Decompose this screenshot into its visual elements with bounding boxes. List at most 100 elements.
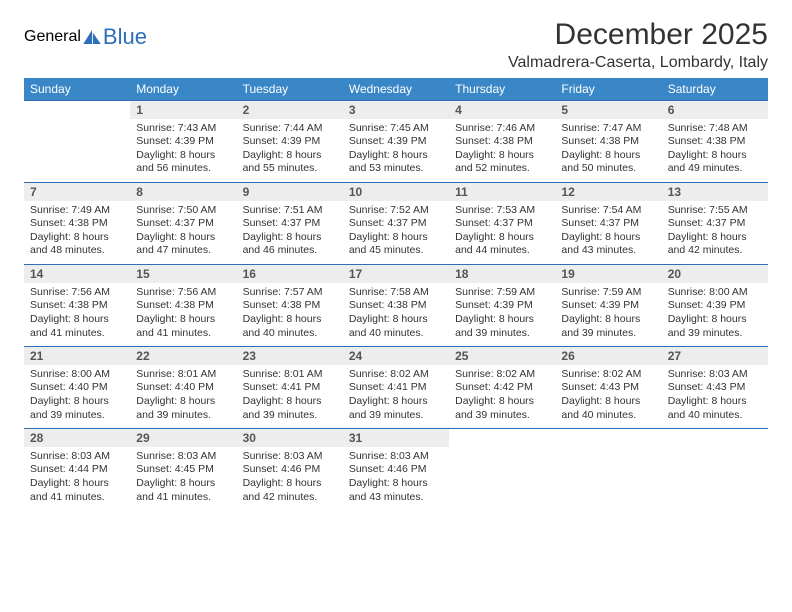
day-number-cell: 20 — [662, 265, 768, 283]
day-data-cell — [24, 119, 130, 183]
weekday-header: Wednesday — [343, 78, 449, 101]
day-data-cell: Sunrise: 7:59 AMSunset: 4:39 PMDaylight:… — [449, 283, 555, 347]
sunrise-line: Sunrise: 7:56 AM — [30, 286, 124, 300]
day-number-cell: 14 — [24, 265, 130, 283]
day-number-cell — [662, 429, 768, 447]
day-number-cell: 15 — [130, 265, 236, 283]
day-data-cell: Sunrise: 8:03 AMSunset: 4:46 PMDaylight:… — [237, 447, 343, 511]
data-row: Sunrise: 8:00 AMSunset: 4:40 PMDaylight:… — [24, 365, 768, 429]
day-data-cell: Sunrise: 8:02 AMSunset: 4:41 PMDaylight:… — [343, 365, 449, 429]
day-data-cell — [449, 447, 555, 511]
logo: General Blue — [24, 18, 147, 50]
sunset-line: Sunset: 4:39 PM — [668, 299, 762, 313]
day-number-cell — [555, 429, 661, 447]
day-number-cell: 5 — [555, 101, 661, 119]
sunset-line: Sunset: 4:45 PM — [136, 463, 230, 477]
sunset-line: Sunset: 4:38 PM — [136, 299, 230, 313]
daylight-line: Daylight: 8 hours and 41 minutes. — [30, 477, 124, 504]
daylight-line: Daylight: 8 hours and 40 minutes. — [561, 395, 655, 422]
sunset-line: Sunset: 4:37 PM — [561, 217, 655, 231]
weekday-header-row: Sunday Monday Tuesday Wednesday Thursday… — [24, 78, 768, 101]
daylight-line: Daylight: 8 hours and 47 minutes. — [136, 231, 230, 258]
sunrise-line: Sunrise: 8:02 AM — [561, 368, 655, 382]
day-data-cell: Sunrise: 7:52 AMSunset: 4:37 PMDaylight:… — [343, 201, 449, 265]
sunrise-line: Sunrise: 7:47 AM — [561, 122, 655, 136]
logo-text-general: General — [24, 28, 81, 46]
sunrise-line: Sunrise: 7:56 AM — [136, 286, 230, 300]
day-number-cell: 10 — [343, 183, 449, 201]
sunrise-line: Sunrise: 8:00 AM — [668, 286, 762, 300]
day-number-cell: 9 — [237, 183, 343, 201]
sunset-line: Sunset: 4:37 PM — [455, 217, 549, 231]
day-number-cell: 4 — [449, 101, 555, 119]
daynum-row: 78910111213 — [24, 183, 768, 201]
daylight-line: Daylight: 8 hours and 50 minutes. — [561, 149, 655, 176]
sunrise-line: Sunrise: 8:02 AM — [455, 368, 549, 382]
daylight-line: Daylight: 8 hours and 39 minutes. — [455, 313, 549, 340]
day-data-cell: Sunrise: 7:57 AMSunset: 4:38 PMDaylight:… — [237, 283, 343, 347]
daylight-line: Daylight: 8 hours and 46 minutes. — [243, 231, 337, 258]
day-number-cell: 28 — [24, 429, 130, 447]
daylight-line: Daylight: 8 hours and 42 minutes. — [243, 477, 337, 504]
day-data-cell: Sunrise: 7:44 AMSunset: 4:39 PMDaylight:… — [237, 119, 343, 183]
sunset-line: Sunset: 4:41 PM — [349, 381, 443, 395]
sunrise-line: Sunrise: 8:00 AM — [30, 368, 124, 382]
daylight-line: Daylight: 8 hours and 39 minutes. — [349, 395, 443, 422]
data-row: Sunrise: 7:56 AMSunset: 4:38 PMDaylight:… — [24, 283, 768, 347]
sunrise-line: Sunrise: 7:59 AM — [455, 286, 549, 300]
day-number-cell: 21 — [24, 347, 130, 365]
sunrise-line: Sunrise: 8:03 AM — [30, 450, 124, 464]
day-data-cell: Sunrise: 7:47 AMSunset: 4:38 PMDaylight:… — [555, 119, 661, 183]
day-number-cell: 11 — [449, 183, 555, 201]
sunrise-line: Sunrise: 7:53 AM — [455, 204, 549, 218]
day-data-cell: Sunrise: 7:45 AMSunset: 4:39 PMDaylight:… — [343, 119, 449, 183]
day-data-cell — [662, 447, 768, 511]
sunrise-line: Sunrise: 7:58 AM — [349, 286, 443, 300]
sunset-line: Sunset: 4:42 PM — [455, 381, 549, 395]
day-data-cell: Sunrise: 8:01 AMSunset: 4:41 PMDaylight:… — [237, 365, 343, 429]
day-number-cell: 7 — [24, 183, 130, 201]
day-number-cell: 17 — [343, 265, 449, 283]
day-data-cell: Sunrise: 7:51 AMSunset: 4:37 PMDaylight:… — [237, 201, 343, 265]
day-data-cell: Sunrise: 8:03 AMSunset: 4:46 PMDaylight:… — [343, 447, 449, 511]
day-data-cell: Sunrise: 7:58 AMSunset: 4:38 PMDaylight:… — [343, 283, 449, 347]
calendar-page: General Blue December 2025 Valmadrera-Ca… — [0, 0, 792, 529]
sunset-line: Sunset: 4:46 PM — [349, 463, 443, 477]
daylight-line: Daylight: 8 hours and 39 minutes. — [561, 313, 655, 340]
weekday-header: Monday — [130, 78, 236, 101]
day-data-cell — [555, 447, 661, 511]
daylight-line: Daylight: 8 hours and 39 minutes. — [136, 395, 230, 422]
daylight-line: Daylight: 8 hours and 53 minutes. — [349, 149, 443, 176]
month-title: December 2025 — [508, 18, 768, 52]
day-data-cell: Sunrise: 7:56 AMSunset: 4:38 PMDaylight:… — [24, 283, 130, 347]
sunrise-line: Sunrise: 7:45 AM — [349, 122, 443, 136]
calendar-table: Sunday Monday Tuesday Wednesday Thursday… — [24, 78, 768, 511]
day-number-cell — [24, 101, 130, 119]
daylight-line: Daylight: 8 hours and 43 minutes. — [561, 231, 655, 258]
daylight-line: Daylight: 8 hours and 56 minutes. — [136, 149, 230, 176]
day-number-cell: 16 — [237, 265, 343, 283]
daylight-line: Daylight: 8 hours and 41 minutes. — [30, 313, 124, 340]
sunset-line: Sunset: 4:43 PM — [561, 381, 655, 395]
sunrise-line: Sunrise: 7:50 AM — [136, 204, 230, 218]
day-data-cell: Sunrise: 7:55 AMSunset: 4:37 PMDaylight:… — [662, 201, 768, 265]
sunset-line: Sunset: 4:43 PM — [668, 381, 762, 395]
day-data-cell: Sunrise: 8:00 AMSunset: 4:40 PMDaylight:… — [24, 365, 130, 429]
sunset-line: Sunset: 4:38 PM — [455, 135, 549, 149]
sunrise-line: Sunrise: 7:48 AM — [668, 122, 762, 136]
day-data-cell: Sunrise: 8:02 AMSunset: 4:43 PMDaylight:… — [555, 365, 661, 429]
sunset-line: Sunset: 4:37 PM — [668, 217, 762, 231]
weekday-header: Tuesday — [237, 78, 343, 101]
day-data-cell: Sunrise: 8:00 AMSunset: 4:39 PMDaylight:… — [662, 283, 768, 347]
sunrise-line: Sunrise: 7:57 AM — [243, 286, 337, 300]
day-number-cell: 22 — [130, 347, 236, 365]
day-data-cell: Sunrise: 8:03 AMSunset: 4:44 PMDaylight:… — [24, 447, 130, 511]
daylight-line: Daylight: 8 hours and 40 minutes. — [243, 313, 337, 340]
sunrise-line: Sunrise: 8:03 AM — [243, 450, 337, 464]
sunset-line: Sunset: 4:38 PM — [668, 135, 762, 149]
daylight-line: Daylight: 8 hours and 49 minutes. — [668, 149, 762, 176]
daynum-row: 14151617181920 — [24, 265, 768, 283]
daylight-line: Daylight: 8 hours and 39 minutes. — [30, 395, 124, 422]
day-number-cell: 31 — [343, 429, 449, 447]
sunset-line: Sunset: 4:41 PM — [243, 381, 337, 395]
